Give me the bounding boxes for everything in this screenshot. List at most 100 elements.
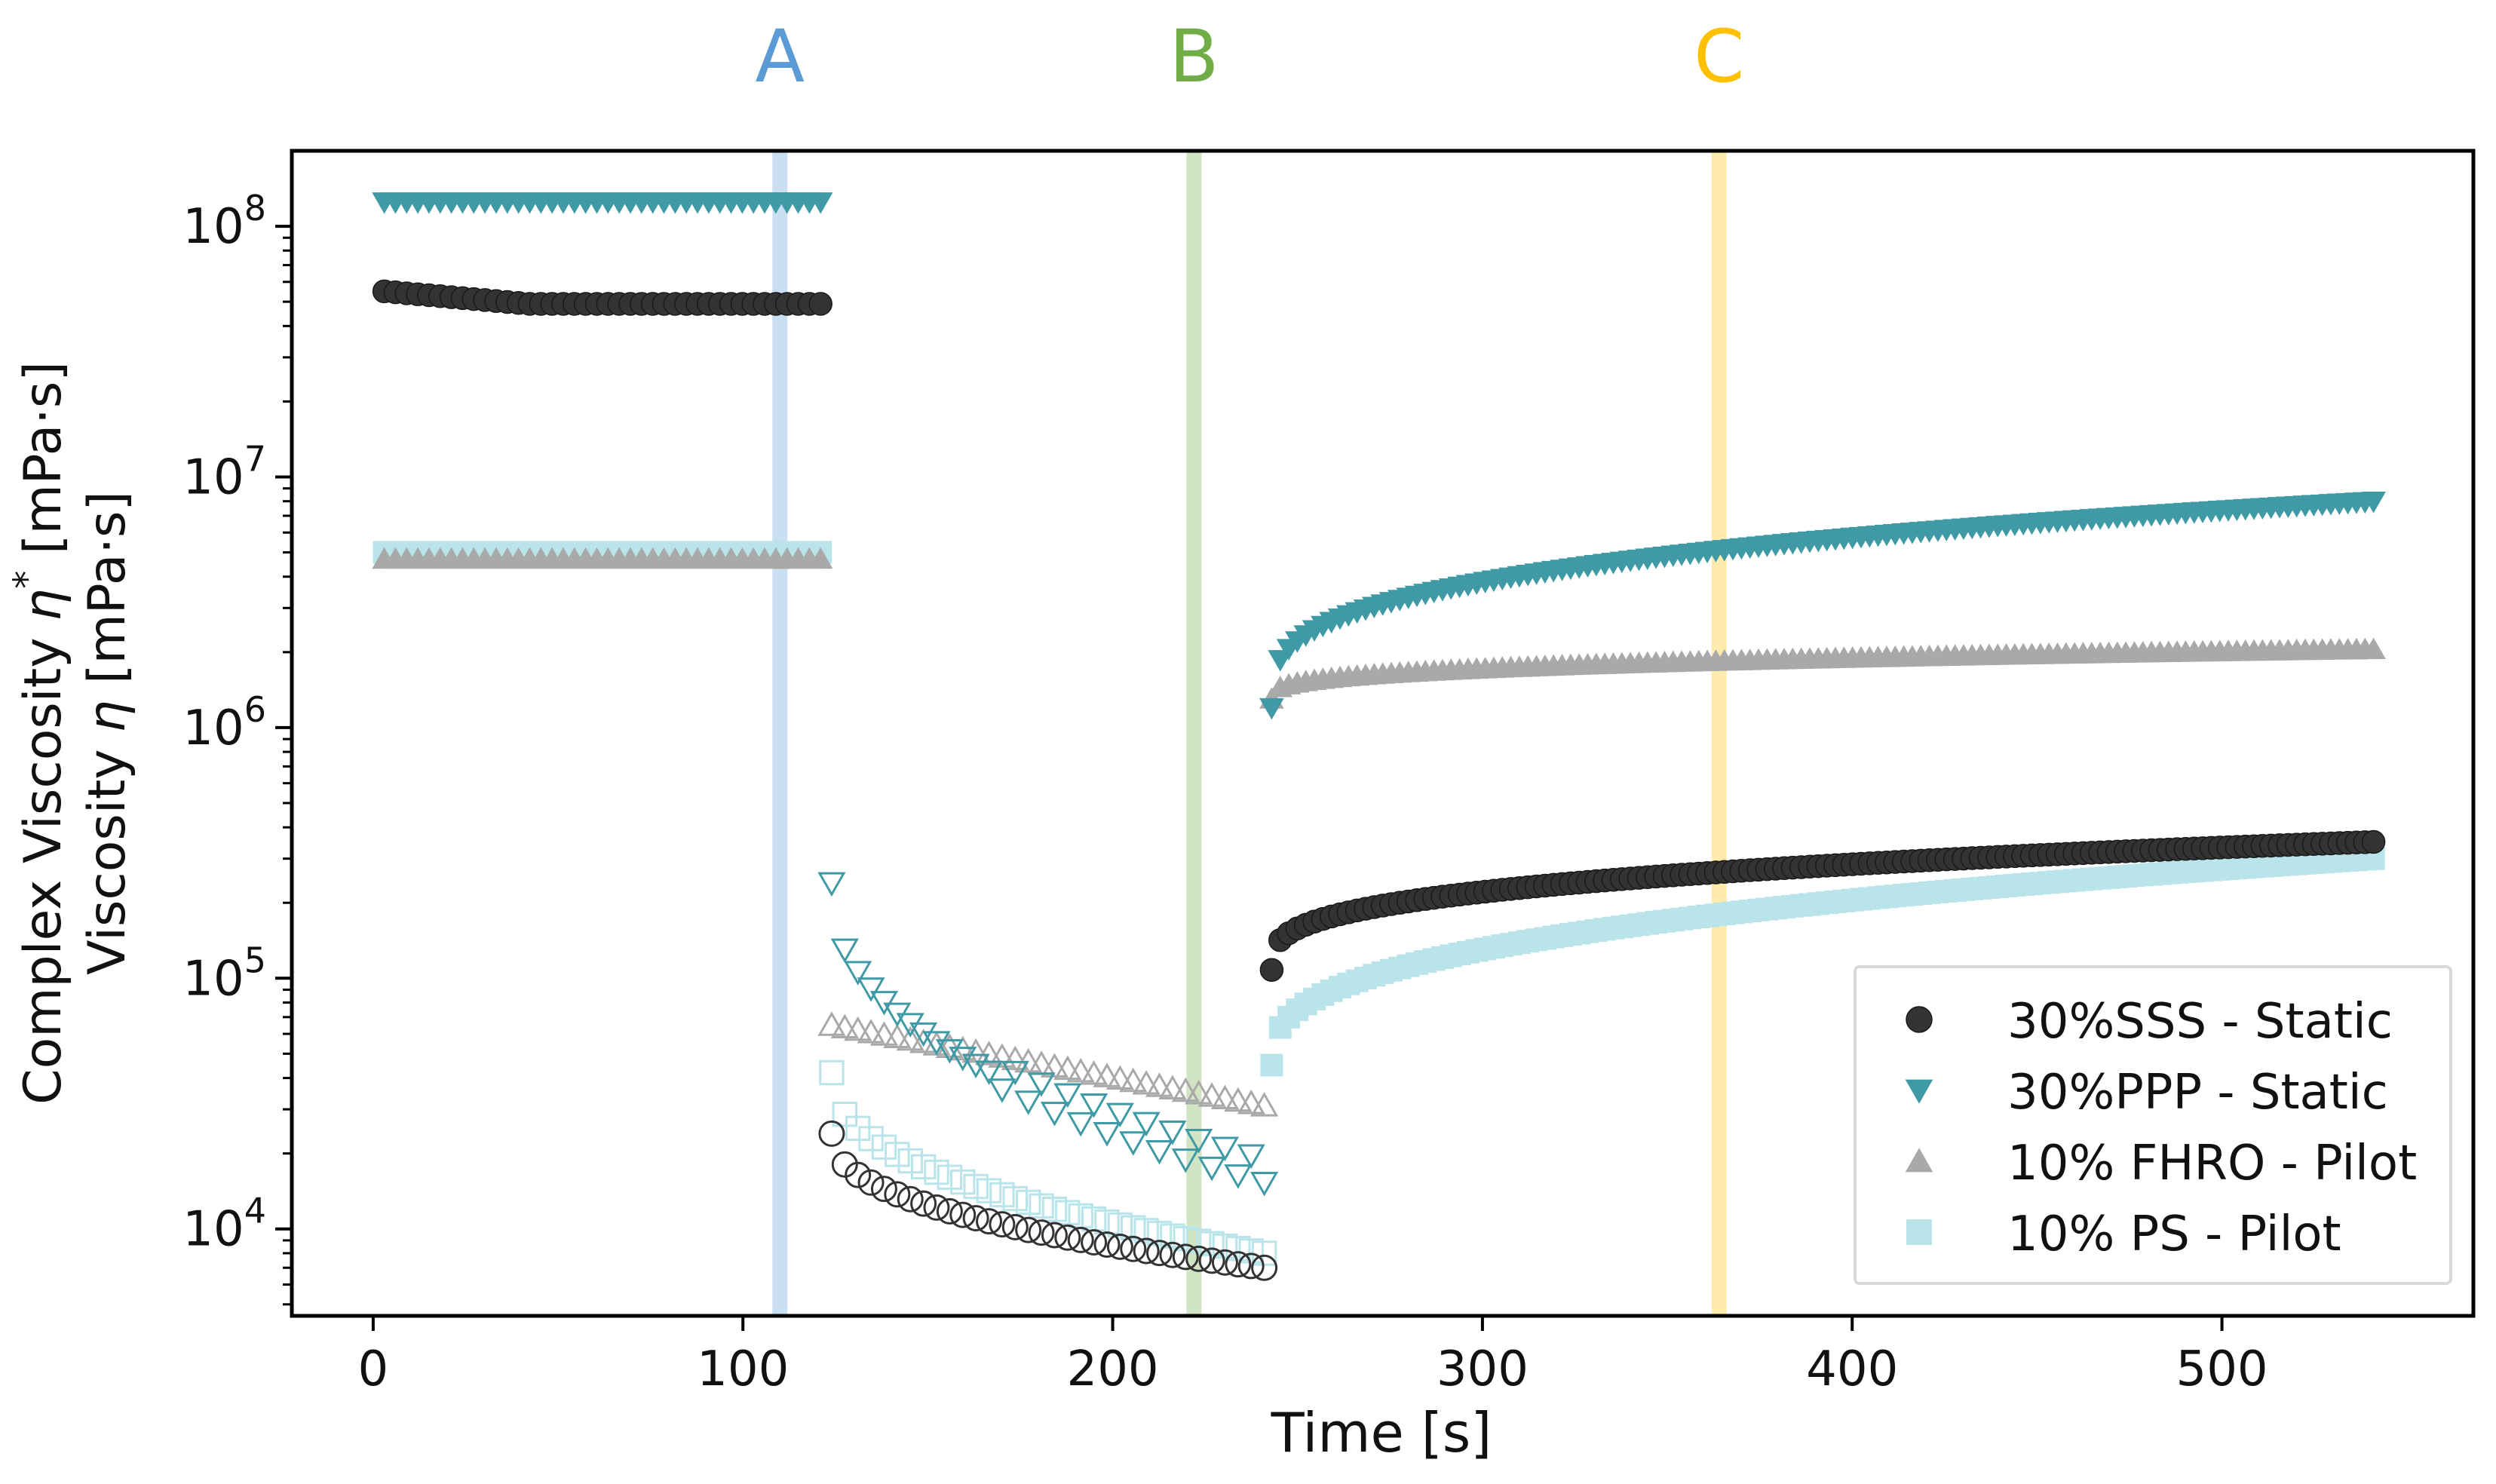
data-point <box>897 1185 924 1213</box>
data-point <box>909 1022 938 1047</box>
data-point <box>1001 1060 1029 1086</box>
data-point <box>961 1053 990 1079</box>
data-point <box>1171 1148 1200 1173</box>
legend-label-1: 30%PPP - Static <box>2007 1065 2388 1121</box>
marker-band-a <box>772 151 788 1316</box>
data-point <box>963 1173 989 1200</box>
data-point <box>1107 1212 1133 1238</box>
data-point <box>976 1178 1002 1203</box>
data-point <box>1198 1247 1225 1274</box>
data-point <box>817 1011 846 1036</box>
data-point <box>1158 1075 1187 1100</box>
data-point <box>924 1159 949 1185</box>
data-point <box>1185 1128 1213 1154</box>
data-point <box>896 1026 925 1051</box>
data-point <box>910 1190 937 1217</box>
data-point <box>830 938 859 964</box>
y-tick-label: 106 <box>182 689 266 756</box>
data-point <box>1001 1045 1029 1071</box>
data-point <box>1053 1055 1082 1081</box>
data-point <box>845 1161 872 1188</box>
marker-labels: A B C <box>755 14 1744 99</box>
data-point <box>1260 1053 1283 1077</box>
data-point <box>1040 1053 1069 1078</box>
y-tick-label: 108 <box>182 188 266 255</box>
data-point <box>1224 1087 1253 1112</box>
data-point <box>2361 491 2386 514</box>
data-point <box>1237 1089 1265 1115</box>
data-point <box>1259 698 1284 720</box>
data-point <box>1251 1254 1278 1281</box>
data-point <box>830 1013 859 1039</box>
legend: 30%SSS - Static 30%PPP - Static 10% FHRO -… <box>1854 965 2452 1285</box>
data-point <box>831 1151 858 1178</box>
data-point <box>808 547 833 569</box>
data-point <box>1014 1090 1043 1115</box>
data-point <box>1055 1200 1081 1225</box>
data-point <box>817 872 846 897</box>
data-point <box>1121 1215 1146 1240</box>
data-point <box>949 1201 977 1228</box>
data-point <box>1146 1240 1173 1267</box>
data-point <box>910 1154 937 1180</box>
marker-label-a: A <box>755 14 805 99</box>
data-point <box>1028 1219 1055 1246</box>
data-point <box>1015 1189 1041 1216</box>
data-point <box>1119 1131 1148 1156</box>
data-point <box>922 1031 951 1056</box>
legend-label-2: 10% FHRO - Pilot <box>2007 1136 2417 1191</box>
data-point <box>1212 1233 1238 1259</box>
data-point <box>935 1039 964 1064</box>
data-point <box>1238 1238 1264 1264</box>
data-point <box>1224 1164 1253 1189</box>
legend-label-3: 10% PS - Pilot <box>2007 1207 2341 1262</box>
data-point <box>1106 1233 1133 1260</box>
data-point <box>1237 1144 1265 1170</box>
data-point <box>2361 829 2386 854</box>
y-axis-label-viscosity: Viscosity η [mPa·s] <box>78 491 137 975</box>
data-point <box>1145 1072 1174 1097</box>
data-point <box>857 977 885 1002</box>
legend-box <box>1854 965 2452 1285</box>
x-tick-label: 500 <box>2176 1341 2268 1397</box>
data-point <box>1081 1228 1108 1256</box>
data-point <box>1185 1079 1213 1105</box>
series-1 <box>372 192 2386 1197</box>
data-point <box>1002 1185 1028 1212</box>
data-point <box>936 1197 963 1225</box>
legend-marker-2 <box>1905 1148 1933 1173</box>
data-point <box>988 1078 1016 1103</box>
data-point <box>883 1023 912 1048</box>
data-point <box>1119 1067 1148 1093</box>
data-point <box>1040 1102 1069 1127</box>
data-point <box>857 1018 885 1044</box>
data-point <box>989 1211 1016 1238</box>
data-point <box>1197 1156 1226 1182</box>
data-point <box>1001 1213 1029 1240</box>
data-point <box>819 1059 845 1086</box>
data-point <box>1105 1102 1134 1128</box>
x-tick-label: 0 <box>358 1341 389 1397</box>
data-point <box>1080 1060 1108 1085</box>
data-point <box>923 1194 950 1221</box>
data-point <box>988 1043 1016 1068</box>
data-point <box>869 1021 899 1046</box>
data-point <box>1093 1062 1121 1087</box>
data-point <box>1211 1249 1238 1276</box>
marker-bands <box>772 151 1727 1316</box>
data-point <box>1133 1218 1159 1243</box>
data-point <box>1250 1092 1279 1117</box>
data-point <box>1259 958 1284 982</box>
data-point <box>937 1164 963 1190</box>
data-point <box>1159 1241 1186 1268</box>
data-point <box>962 1204 989 1231</box>
data-points <box>372 192 2386 1281</box>
data-point <box>1145 1139 1174 1165</box>
legend-label-0: 30%SSS - Static <box>2007 994 2393 1050</box>
data-point <box>1067 1226 1094 1253</box>
x-axis-label: Time [s] <box>1271 1401 1492 1464</box>
data-point <box>808 192 833 214</box>
data-point <box>935 1033 964 1058</box>
data-point <box>1120 1235 1147 1262</box>
data-point <box>1133 1237 1160 1265</box>
